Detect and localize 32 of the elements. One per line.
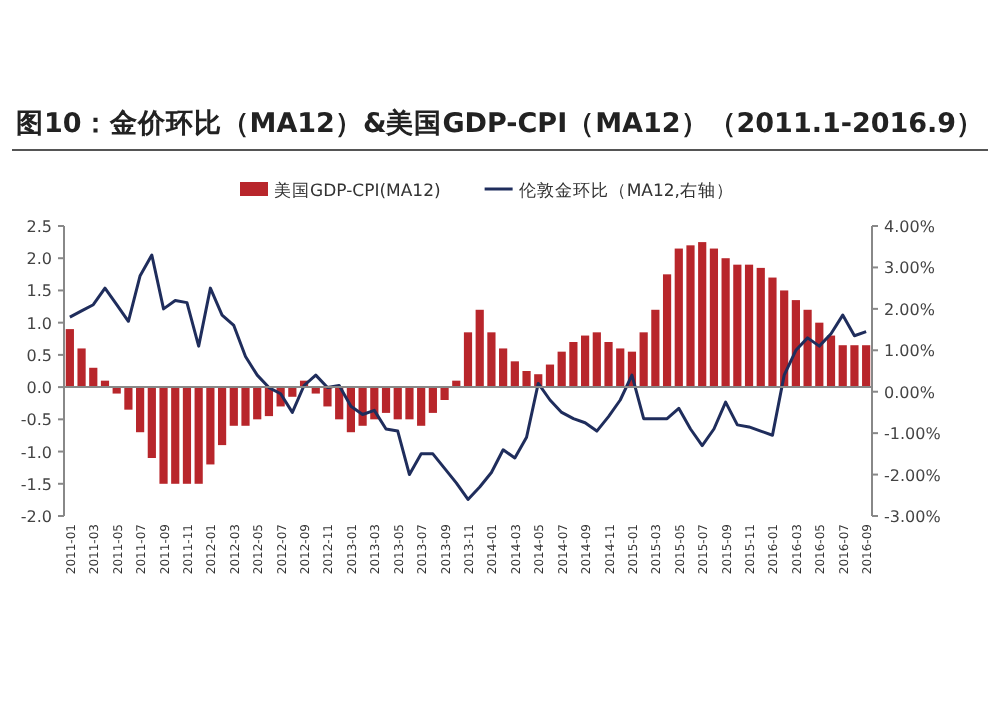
bar xyxy=(217,387,227,446)
legend-label: 美国GDP-CPI(MA12) xyxy=(274,180,441,202)
y2-tick-label: 1.00% xyxy=(884,342,936,361)
y2-tick-label: 0.00% xyxy=(884,383,936,402)
y-tick-label: -2.0 xyxy=(20,508,52,526)
y2-tick-label: 4.00% xyxy=(884,218,936,236)
legend-label: 伦敦金环比（MA12,右轴） xyxy=(518,180,734,202)
y2-tick-label: 3.00% xyxy=(884,259,936,278)
bar xyxy=(826,335,836,388)
y-tick-label: 2.5 xyxy=(26,218,52,236)
y-tick-label: -1.0 xyxy=(20,443,52,462)
bar xyxy=(381,387,391,413)
y-tick-label: -1.5 xyxy=(20,475,52,494)
y-tick-label: -0.5 xyxy=(20,411,52,430)
bar xyxy=(463,332,473,388)
y-tick-label: 1.5 xyxy=(26,282,52,301)
bar xyxy=(709,248,719,388)
y-tick-label: 0.0 xyxy=(26,379,52,398)
chart-title: 图10：金价环比（MA12）&美国GDP-CPI（MA12）（2011.1-2016.9） xyxy=(16,106,985,140)
bar xyxy=(744,264,754,388)
bar xyxy=(182,387,192,484)
y-tick-label: 1.0 xyxy=(26,314,52,333)
bar xyxy=(662,274,672,388)
y-tick-label: 0.5 xyxy=(26,346,52,365)
line-series xyxy=(68,253,868,501)
y2-tick-label: -1.00% xyxy=(884,425,942,444)
y2-tick-label: -2.00% xyxy=(884,466,942,485)
y2-tick-label: 2.00% xyxy=(884,300,936,319)
bar xyxy=(545,364,555,388)
y2-tick-label: -3.00% xyxy=(884,508,942,526)
y-tick-label: 2.0 xyxy=(26,250,52,269)
bar xyxy=(581,335,590,388)
